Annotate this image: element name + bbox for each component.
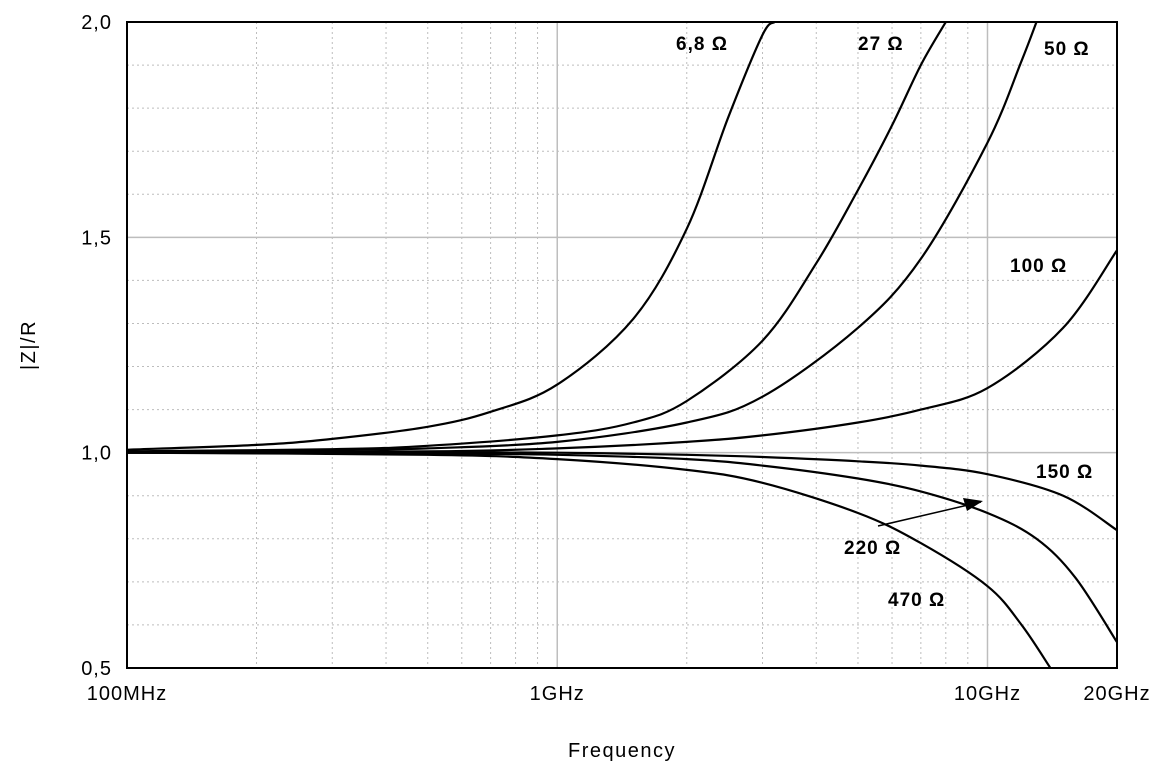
curve-label: 27 Ω [858, 34, 904, 55]
curve-line [127, 22, 947, 453]
y-tick-label: 1,5 [81, 227, 112, 249]
curve-label: 50 Ω [1044, 39, 1090, 60]
curve-label: 470 Ω [888, 590, 945, 611]
x-tick-label: 100MHz [87, 683, 167, 705]
label-arrow [877, 501, 982, 527]
plot-frame [126, 21, 1118, 669]
curve-line [127, 22, 776, 451]
curve-labels: 6,8 Ω 27 Ω 50 Ω 100 Ω 150 Ω 220 Ω 470 Ω [676, 34, 1093, 611]
y-tick-label: 2,0 [81, 12, 112, 34]
curve-line [127, 451, 1052, 668]
curve-line [127, 22, 1038, 453]
curves [127, 22, 1117, 668]
x-tick-labels: 100MHz 1GHz 10GHz 20GHz [87, 683, 1150, 705]
x-tick-label: 10GHz [954, 683, 1021, 705]
label-arrow-head [963, 498, 983, 511]
y-axis-title: |Z|/R [18, 320, 40, 370]
curve-label: 100 Ω [1010, 256, 1067, 277]
y-tick-labels: 0,5 1,0 1,5 2,0 [81, 12, 112, 680]
curve-label: 220 Ω [844, 538, 901, 559]
x-axis-title: Frequency [568, 740, 676, 762]
y-tick-label: 1,0 [81, 443, 112, 465]
y-tick-label: 0,5 [81, 658, 112, 680]
curve-label: 6,8 Ω [676, 34, 728, 55]
x-tick-label: 1GHz [530, 683, 585, 705]
minor-grid [127, 22, 1117, 668]
curve-label: 150 Ω [1036, 462, 1093, 483]
curve-line [127, 451, 1117, 643]
x-tick-label: 20GHz [1083, 683, 1150, 705]
curve-line [127, 249, 1117, 454]
